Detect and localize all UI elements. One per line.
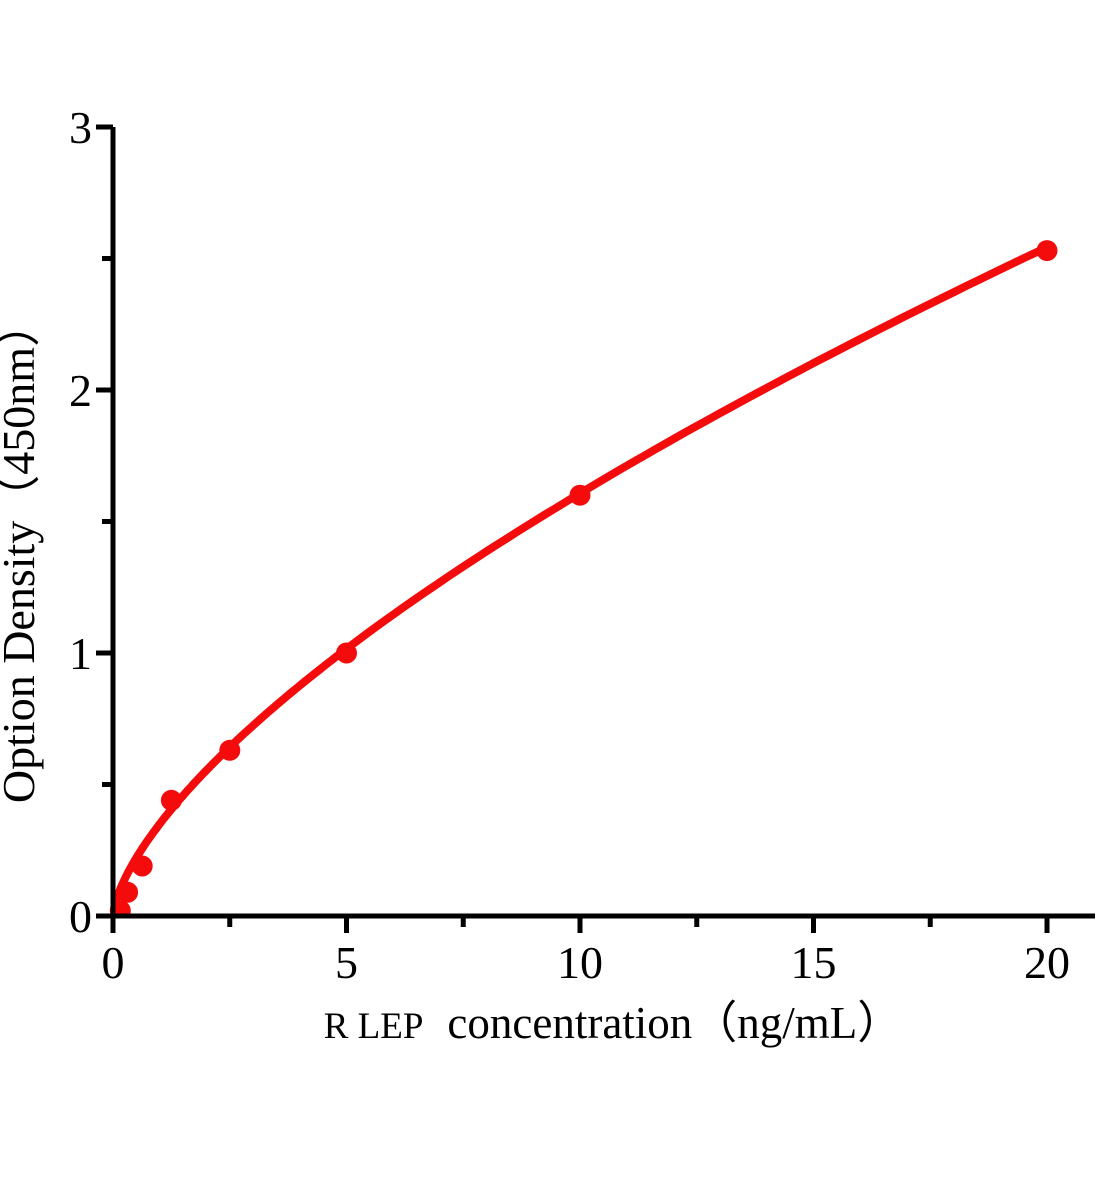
x-tick-label: 10: [557, 937, 603, 988]
data-point-marker: [219, 739, 241, 761]
data-point-marker: [1036, 240, 1058, 262]
data-point-marker: [336, 642, 357, 664]
series-layer: [109, 240, 1058, 919]
data-point-marker: [160, 789, 182, 811]
x-axis-title-main: concentration（ng/mL）: [447, 998, 902, 1048]
x-axis-title: R LEP concentration（ng/mL）: [324, 998, 903, 1048]
x-axis-title-prefix: R LEP: [324, 1006, 424, 1047]
y-tick-label: 0: [69, 891, 92, 942]
data-point-marker: [569, 484, 591, 506]
x-tick-label: 15: [791, 937, 837, 988]
x-tick-label: 20: [1024, 937, 1070, 988]
y-axis-title: Option Density（450nm）: [0, 301, 44, 803]
axes: [110, 127, 1095, 919]
y-tick-label: 1: [69, 628, 92, 679]
axes-layer: 0 5 10 15 20 0 1 2 3: [69, 102, 1095, 988]
y-tick-label: 3: [69, 102, 92, 153]
x-tick-label: 5: [335, 937, 358, 988]
fit-curve: [109, 243, 1051, 914]
data-point-marker: [131, 855, 153, 877]
data-point-marker: [117, 881, 139, 903]
y-tick-label: 2: [69, 365, 92, 416]
x-tick-label: 0: [102, 937, 125, 988]
